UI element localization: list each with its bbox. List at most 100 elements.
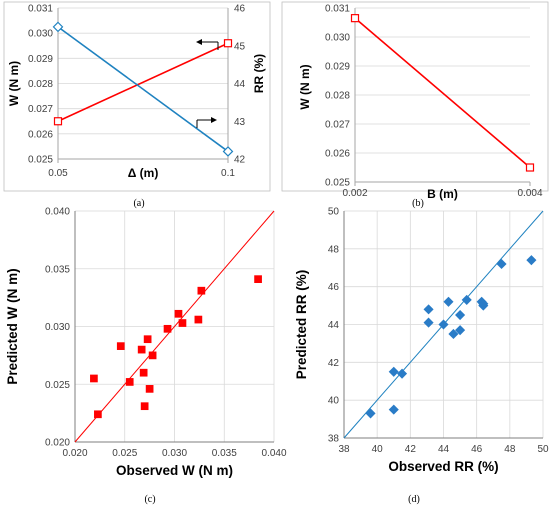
y-tick-label: 0.030 [45,322,70,333]
x-tick-label: 0.025 [112,448,137,459]
y2-tick-label: 44 [234,79,246,90]
y-tick-label: 0.020 [45,438,70,449]
chart-panel-d: 38 40 42 44 46 48 50 38 40 42 44 46 48 50 Observed RR … [294,207,549,475]
data-point [174,309,183,318]
x-tick-label: 44 [438,444,450,455]
x-tick-label: 50 [537,444,549,455]
data-point [194,315,203,324]
x-tick-label: 0.020 [62,448,87,459]
panel-label-d: (d) [408,494,420,505]
w-series-line [354,17,531,169]
data-point [116,342,125,350]
data-point [423,317,434,328]
chart-panel-a: 0.025 0.026 0.027 0.028 0.029 0.030 0.031 42 43 4… [7,4,266,181]
y2-tick-label: 45 [234,41,246,52]
panel-b-frame [281,1,549,192]
data-point [143,335,152,344]
panel-label-c: (c) [144,494,155,505]
y-tick-label: 0.031 [28,4,53,15]
y-tick-label: 0.025 [325,178,350,189]
y2-tick-label: 43 [234,117,246,128]
panel-label-a: (a) [133,198,144,209]
x-tick-label: 42 [405,444,417,455]
y-tick-label: 0.028 [28,79,53,90]
y-tick-label: 0.026 [325,149,350,160]
y-tick-label: 0.031 [325,4,350,15]
x-tick-label: 0.002 [342,188,367,199]
reference-line-y-equals-x [74,210,275,443]
x-tick-label: 0.040 [261,448,286,459]
y2-axis-label: RR (%) [252,54,266,93]
data-point [148,351,157,360]
data-point [90,374,98,383]
data-point [254,275,262,283]
y-tick-label: 0.029 [325,62,350,73]
data-point [448,328,459,340]
x-axis-label: Observed RR (%) [388,459,498,474]
chart-panel-b: 0.025 0.026 0.027 0.028 0.029 0.030 0.031 0.002… [298,4,543,202]
x-axis-label: B (m) [427,187,458,201]
data-point [461,294,472,305]
data-point [423,304,434,315]
data-point [396,368,408,379]
y-tick-label: 0.030 [28,29,53,40]
data-point [455,309,466,321]
y-tick-label: 42 [328,358,340,369]
data-point [178,319,187,327]
data-point [455,325,466,336]
data-point [197,286,206,295]
data-point [140,402,149,411]
y-tick-label: 0.035 [45,264,70,275]
y-tick-label: 44 [328,320,340,331]
x-tick-label: 0.004 [517,188,542,199]
data-point [145,385,154,393]
data-point [365,408,376,419]
y-tick-label: 0.026 [28,129,53,140]
y-tick-label: 0.040 [45,207,70,218]
data-point [443,296,454,307]
y-tick-label: 50 [328,207,340,218]
w-series-line [57,42,229,122]
data-point [125,378,134,386]
x-tick-label: 46 [471,444,483,455]
y-tick-label: 0.025 [28,155,53,166]
w-series-point [223,39,233,48]
x-tick-label: 48 [504,444,516,455]
rr-series-line [57,26,229,153]
x-axis-label: Δ (m) [128,166,159,180]
y-tick-label: 0.029 [28,54,53,65]
w-series-point [53,117,63,126]
x-tick-label: 38 [338,444,350,455]
y-tick-label: 38 [328,434,340,445]
rr-series-point [52,21,64,33]
data-point [478,298,489,309]
y-tick-label: 0.027 [28,104,53,115]
data-point [438,319,449,330]
y2-tick-label: 42 [234,155,246,166]
rr-series-point [222,146,234,157]
y-tick-label: 0.030 [325,33,350,44]
data-point [94,410,102,419]
arrow-right-head [211,117,217,123]
x-tick-label: 0.030 [162,448,187,459]
arrow-left-icon [196,39,219,50]
y-axis-label: Predicted RR (%) [294,270,309,380]
panel-label-b: (b) [412,198,424,209]
y-tick-label: 40 [328,396,340,407]
data-point [163,324,172,333]
y-tick-label: 48 [328,244,340,255]
y-tick-label: 0.028 [325,91,350,102]
y2-tick-label: 46 [234,4,246,15]
x-axis-label: Observed W (N m) [116,463,233,478]
y-axis-label: W (N m) [298,64,312,109]
data-point [388,404,399,415]
data-point [496,258,507,270]
chart-panel-c: 0.020 0.025 0.030 0.035 0.040 0.020 0.025 0.030… [5,207,287,479]
x-tick-label: 0.035 [212,448,237,459]
y-axis-label: W (N m) [7,61,21,106]
arrow-right-icon [196,117,217,128]
data-point [388,366,399,377]
x-tick-label: 40 [372,444,384,455]
x-tick-label: 0.05 [48,168,68,179]
